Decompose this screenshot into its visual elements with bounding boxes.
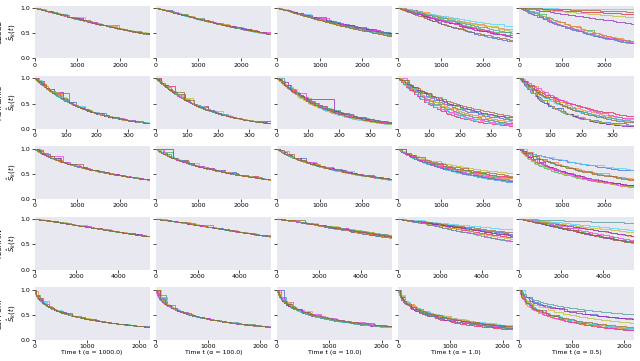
Text: AIDS: AIDS: [0, 165, 3, 181]
Text: SUPPORT: SUPPORT: [0, 297, 3, 329]
X-axis label: Time t (α = 100.0): Time t (α = 100.0): [184, 351, 242, 356]
Y-axis label: $\hat{S}_{k}(t)$: $\hat{S}_{k}(t)$: [6, 94, 18, 111]
Text: METABRIC: METABRIC: [0, 85, 3, 120]
X-axis label: Time t (α = 1.0): Time t (α = 1.0): [431, 351, 481, 356]
Text: FLCHAIN: FLCHAIN: [0, 228, 3, 258]
Y-axis label: $\hat{S}_{k}(t)$: $\hat{S}_{k}(t)$: [6, 23, 18, 40]
Text: GBSG2: GBSG2: [0, 20, 3, 44]
X-axis label: Time t (α = 0.5): Time t (α = 0.5): [552, 351, 602, 356]
Y-axis label: $\hat{S}_{k}(t)$: $\hat{S}_{k}(t)$: [6, 235, 18, 252]
Y-axis label: $\hat{S}_{k}(t)$: $\hat{S}_{k}(t)$: [6, 305, 18, 322]
X-axis label: Time t (α = 10.0): Time t (α = 10.0): [308, 351, 362, 356]
X-axis label: Time t (α = 1000.0): Time t (α = 1000.0): [61, 351, 123, 356]
Y-axis label: $\hat{S}_{k}(t)$: $\hat{S}_{k}(t)$: [6, 164, 18, 181]
